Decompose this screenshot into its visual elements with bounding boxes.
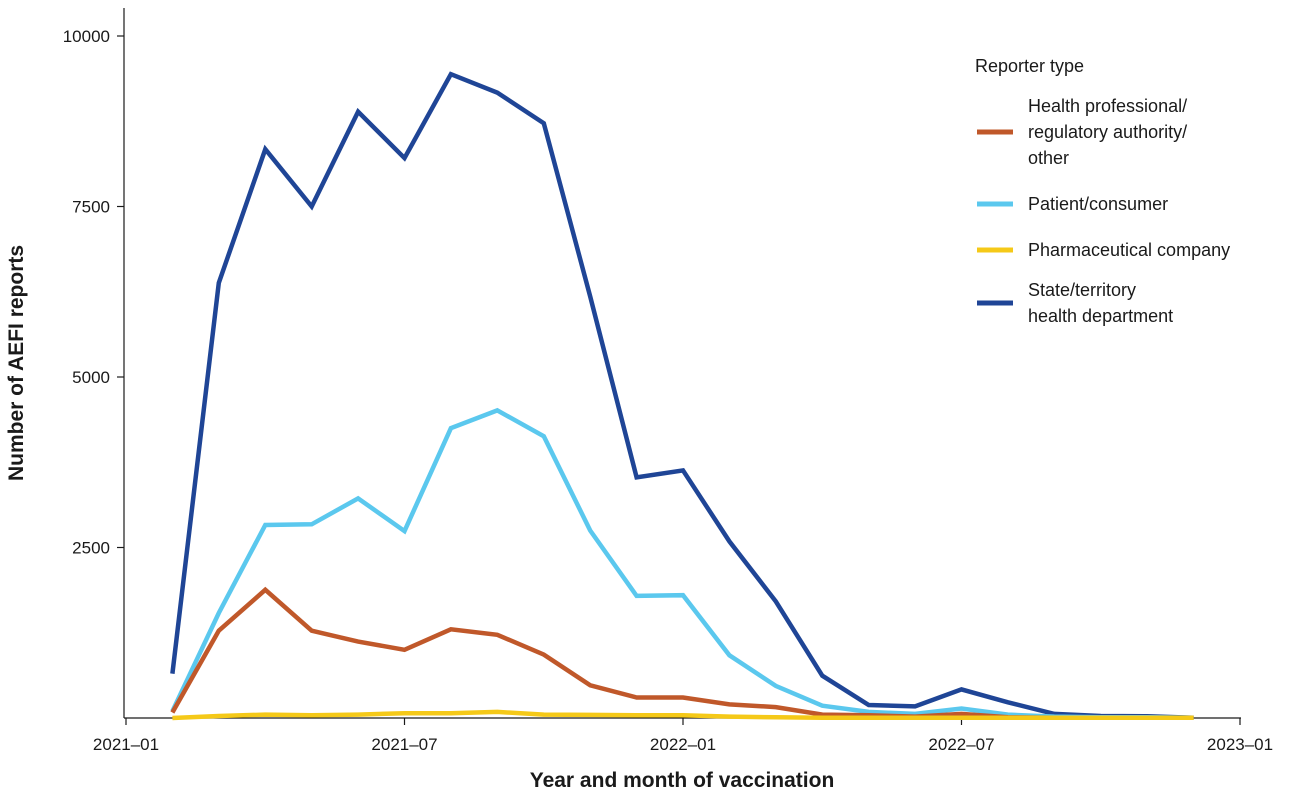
legend-label-health-professional-regulatory-authority-other: regulatory authority/	[1028, 122, 1187, 142]
legend-label-state-territory-health-department: health department	[1028, 306, 1173, 326]
x-tick-label: 2023–01	[1207, 735, 1273, 754]
x-tick-label: 2021–01	[93, 735, 159, 754]
x-tick-label: 2021–07	[371, 735, 437, 754]
legend-label-state-territory-health-department: State/territory	[1028, 280, 1136, 300]
series-line-health-professional-regulatory-authority-other	[170, 586, 1194, 720]
series-line-patient-consumer	[170, 407, 1194, 720]
y-tick-label: 7500	[72, 198, 110, 217]
legend-label-health-professional-regulatory-authority-other: Health professional/	[1028, 96, 1187, 116]
y-axis-ticks: 2500 5000 7500 10000	[63, 27, 124, 558]
x-tick-label: 2022–07	[928, 735, 994, 754]
series-lines	[170, 71, 1194, 721]
x-axis-title: Year and month of vaccination	[530, 769, 835, 792]
y-tick-label: 5000	[72, 368, 110, 387]
legend-label-pharmaceutical-company: Pharmaceutical company	[1028, 240, 1230, 260]
y-axis-title: Number of AEFI reports	[5, 245, 28, 481]
legend-title: Reporter type	[975, 56, 1084, 76]
legend-label-health-professional-regulatory-authority-other: other	[1028, 148, 1069, 168]
y-tick-label: 2500	[72, 539, 110, 558]
legend: Reporter type Health professional/regula…	[975, 56, 1230, 326]
x-tick-label: 2022–01	[650, 735, 716, 754]
series-line-state-territory-health-department	[170, 71, 1194, 720]
x-axis-ticks: 2021–01 2021–07 2022–01 2022–07 2023–01	[93, 718, 1273, 754]
legend-label-patient-consumer: Patient/consumer	[1028, 194, 1168, 214]
series-line-pharmaceutical-company	[172, 709, 1194, 721]
y-tick-label: 10000	[63, 27, 110, 46]
